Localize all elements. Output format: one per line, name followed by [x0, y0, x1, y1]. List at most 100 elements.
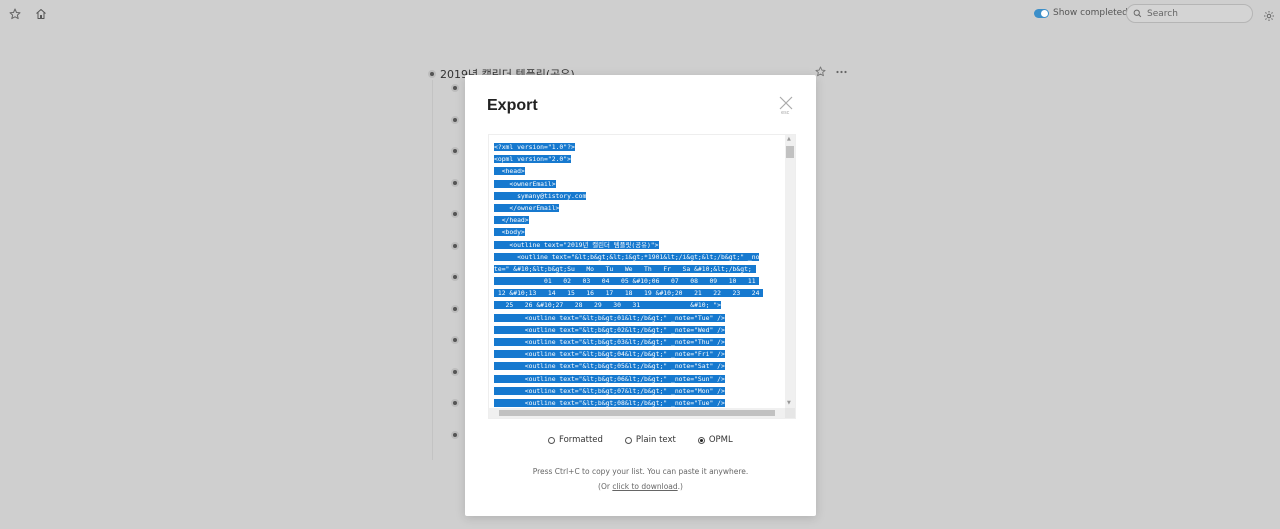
copy-hint: Press Ctrl+C to copy your list. You can …	[532, 467, 749, 476]
code-line: </head>	[494, 214, 780, 226]
code-line: <outline text="&lt;b&gt;03&lt;/b&gt;" _n…	[494, 336, 780, 348]
download-link[interactable]: click to download	[612, 482, 678, 491]
gear-icon[interactable]	[1263, 7, 1275, 26]
code-line: <outline text="2019년 캘린더 템플릿(공유)">	[494, 239, 780, 251]
search-box[interactable]: Search	[1126, 4, 1253, 23]
code-line-text: <outline text="&lt;b&gt;05&lt;/b&gt;" _n…	[494, 362, 725, 371]
code-line: <outline text="&lt;b&gt;06&lt;/b&gt;" _n…	[494, 373, 780, 385]
child-bullet[interactable]	[451, 367, 459, 376]
code-line-text: 01 02 03 04 05 &#10;06 07 08 09 10 11	[494, 277, 760, 286]
child-bullet[interactable]	[451, 210, 459, 218]
export-text-area[interactable]: <?xml version="1.0"?> <opml version="2.0"…	[488, 134, 796, 419]
star-icon[interactable]	[6, 5, 24, 23]
export-code: <?xml version="1.0"?> <opml version="2.0"…	[494, 141, 780, 409]
child-bullet[interactable]	[451, 241, 459, 250]
esc-hint: esc	[781, 110, 790, 116]
format-option-opml[interactable]: OPML	[697, 435, 733, 445]
code-line-text: <outline text="&lt;b&gt;07&lt;/b&gt;" _n…	[494, 386, 725, 395]
code-line: <outline text="&lt;b&gt;05&lt;/b&gt;" _n…	[494, 360, 780, 372]
code-line-text: <outline text="2019년 캘린더 템플릿(공유)">	[494, 240, 659, 249]
top-bar: Show completed Search	[0, 0, 1280, 28]
horizontal-scrollbar[interactable]	[489, 408, 785, 418]
child-bullet[interactable]	[451, 273, 459, 281]
code-line-text: <outline text="&lt;b&gt;02&lt;/b&gt;" _n…	[494, 325, 725, 334]
title-actions	[815, 66, 847, 77]
format-options: Formatted Plain text OPML	[548, 435, 755, 445]
download-hint-prefix: (Or	[598, 482, 613, 491]
show-completed-label: Show completed	[1053, 8, 1128, 18]
code-line: <outline text="&lt;b&gt;&lt;i&gt;*1901&l…	[494, 251, 780, 263]
vertical-scrollbar[interactable]: ▲ ▼	[785, 135, 795, 408]
radio-label: Plain text	[635, 435, 676, 445]
close-icon	[779, 96, 793, 110]
code-line-text: te=" &#10;&lt;b&gt;Su Mo Tu We Th Fr Sa …	[494, 264, 756, 273]
child-bullet[interactable]	[451, 178, 459, 187]
code-line: </ownerEmail>	[494, 202, 780, 214]
code-line-text: <outline text="&lt;b&gt;08&lt;/b&gt;" _n…	[494, 398, 725, 407]
code-line: <ownerEmail>	[494, 178, 780, 190]
format-option-plain-text[interactable]: Plain text	[624, 435, 676, 445]
code-line-text: </ownerEmail>	[494, 203, 560, 212]
show-completed-toggle[interactable]: Show completed	[1034, 8, 1128, 18]
code-line: <opml version="2.0">	[494, 153, 780, 165]
code-line-text: <body>	[494, 228, 525, 237]
radio-button[interactable]	[697, 436, 705, 444]
code-line: 12 &#10;13 14 15 16 17 18 19 &#10;20 21 …	[494, 287, 780, 299]
code-line-text: 12 &#10;13 14 15 16 17 18 19 &#10;20 21 …	[494, 289, 764, 298]
search-input[interactable]: Search	[1147, 8, 1178, 19]
child-bullet[interactable]	[451, 84, 459, 92]
code-line-text: <outline text="&lt;b&gt;06&lt;/b&gt;" _n…	[494, 374, 725, 383]
code-line: <?xml version="1.0"?>	[494, 141, 780, 153]
code-line-text: <outline text="&lt;b&gt;03&lt;/b&gt;" _n…	[494, 338, 725, 346]
outline-guide-line	[432, 80, 433, 460]
scroll-up-icon[interactable]: ▲	[787, 136, 791, 142]
code-line-text: <opml version="2.0">	[494, 155, 571, 164]
dialog-title: Export	[487, 97, 538, 114]
scroll-down-icon[interactable]: ▼	[787, 400, 791, 406]
code-line: <body>	[494, 226, 780, 238]
child-bullet[interactable]	[451, 115, 459, 124]
child-bullet[interactable]	[451, 399, 459, 407]
code-line: symany@tistory.com	[494, 190, 780, 202]
export-dialog: Export esc <?xml version="1.0"?> <opml ve…	[465, 75, 816, 516]
title-bullet[interactable]	[428, 70, 436, 78]
code-line-text: </head>	[494, 216, 529, 225]
horizontal-scroll-thumb[interactable]	[499, 410, 775, 416]
code-line-text: <head>	[494, 167, 525, 176]
child-bullet[interactable]	[451, 336, 459, 344]
radio-label: OPML	[708, 435, 733, 445]
code-line-text: symany@tistory.com	[494, 191, 587, 200]
vertical-scroll-thumb[interactable]	[786, 146, 794, 158]
child-bullet[interactable]	[451, 304, 459, 313]
home-icon[interactable]	[32, 5, 50, 23]
download-hint-suffix: .)	[677, 482, 683, 491]
code-line: 01 02 03 04 05 &#10;06 07 08 09 10 11	[494, 275, 780, 287]
code-line-text: <outline text="&lt;b&gt;04&lt;/b&gt;" _n…	[494, 350, 725, 359]
code-line: <outline text="&lt;b&gt;02&lt;/b&gt;" _n…	[494, 324, 780, 336]
scrollbar-corner	[785, 408, 795, 418]
star-outline-icon[interactable]	[815, 66, 826, 77]
close-button[interactable]: esc	[779, 95, 797, 117]
code-line-text: 25 26 &#10;27 28 29 30 31 &#10; ">	[494, 301, 722, 310]
download-hint: (Or click to download.)	[465, 482, 816, 491]
code-line: te=" &#10;&lt;b&gt;Su Mo Tu We Th Fr Sa …	[494, 263, 780, 275]
more-icon[interactable]	[836, 70, 847, 74]
child-bullet[interactable]	[451, 147, 459, 155]
code-line-text: <ownerEmail>	[494, 179, 556, 188]
code-line-text: <outline text="&lt;b&gt;01&lt;/b&gt;" _n…	[494, 313, 725, 322]
code-line-text: <?xml version="1.0"?>	[494, 143, 575, 151]
code-line-text: <outline text="&lt;b&gt;&lt;i&gt;*1901&l…	[494, 252, 760, 261]
radio-button[interactable]	[548, 436, 555, 444]
toggle-switch[interactable]	[1034, 8, 1049, 18]
radio-label: Formatted	[559, 435, 603, 445]
code-line: 25 26 &#10;27 28 29 30 31 &#10; ">	[494, 299, 780, 311]
format-option-formatted[interactable]: Formatted	[548, 435, 603, 445]
code-line: <outline text="&lt;b&gt;08&lt;/b&gt;" _n…	[494, 397, 780, 409]
code-line: <outline text="&lt;b&gt;01&lt;/b&gt;" _n…	[494, 312, 780, 324]
child-bullet[interactable]	[451, 430, 459, 439]
code-line: <outline text="&lt;b&gt;07&lt;/b&gt;" _n…	[494, 385, 780, 397]
search-icon	[1133, 9, 1142, 18]
code-line: <outline text="&lt;b&gt;04&lt;/b&gt;" _n…	[494, 348, 780, 360]
code-line: <head>	[494, 165, 780, 177]
radio-button[interactable]	[624, 436, 632, 444]
